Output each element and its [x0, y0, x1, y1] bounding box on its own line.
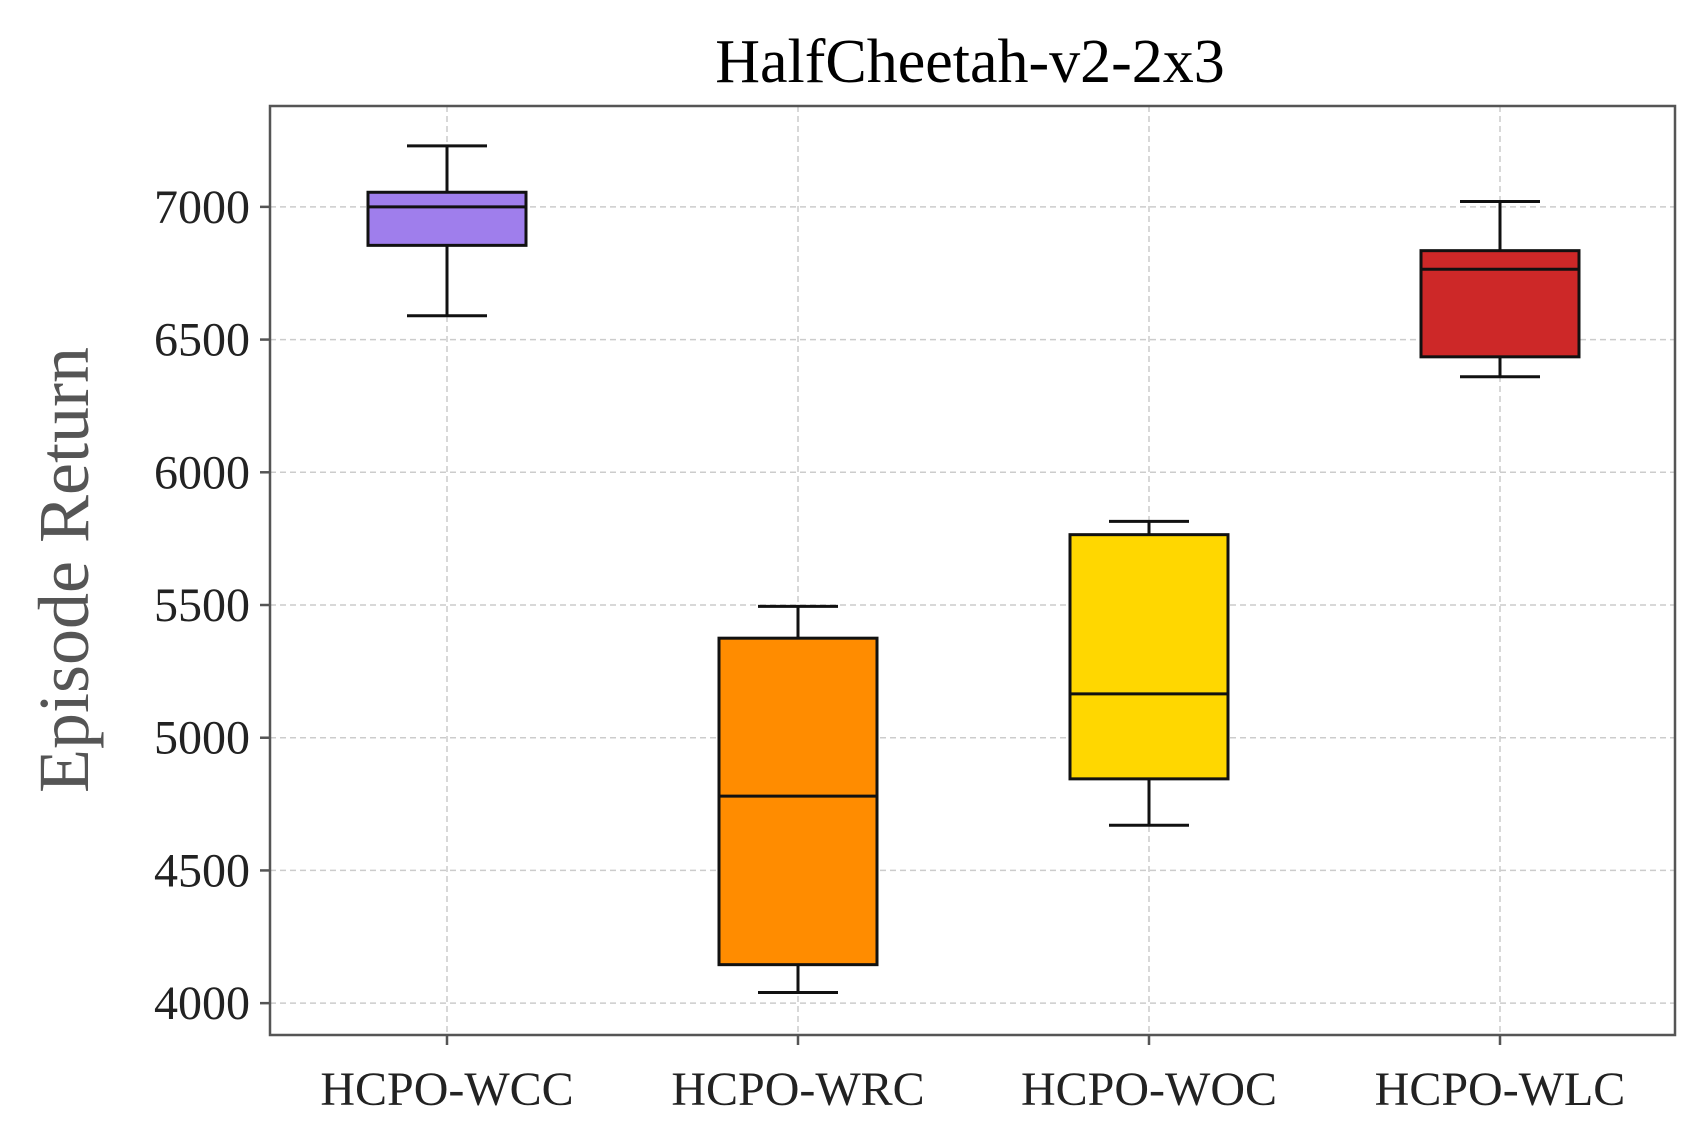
x-tick-label: HCPO-WOC [1021, 1063, 1277, 1116]
iqr-box [1068, 533, 1230, 781]
y-tick-label: 6000 [154, 446, 250, 499]
x-tick-label: HCPO-WLC [1375, 1063, 1626, 1116]
iqr-box [717, 636, 879, 967]
chart-title: HalfCheetah-v2-2x3 [715, 28, 1225, 96]
box-hcpo-wcc [366, 144, 528, 318]
iqr-box [366, 190, 528, 247]
y-tick-label: 5000 [154, 712, 250, 765]
y-tick-label: 7000 [154, 181, 250, 234]
y-tick-label: 5500 [154, 579, 250, 632]
axes: 4000 4500 5000 5500 6000 6500 7000 HCPO-WCC HCPO… [154, 104, 1677, 1116]
iqr-box [1419, 249, 1581, 359]
plot-frame [268, 104, 1677, 1037]
box-hcpo-wlc [1419, 200, 1581, 379]
y-tick-label: 6500 [154, 314, 250, 367]
box-hcpo-woc [1068, 519, 1230, 827]
box-hcpo-wrc [717, 604, 879, 995]
y-tick-label: 4000 [154, 977, 250, 1030]
box-series [366, 144, 1581, 995]
x-tick-label: HCPO-WCC [320, 1063, 573, 1116]
x-tick-label: HCPO-WRC [671, 1063, 924, 1116]
y-axis-label: Episode Return [24, 347, 104, 793]
y-tick-label: 4500 [154, 844, 250, 897]
